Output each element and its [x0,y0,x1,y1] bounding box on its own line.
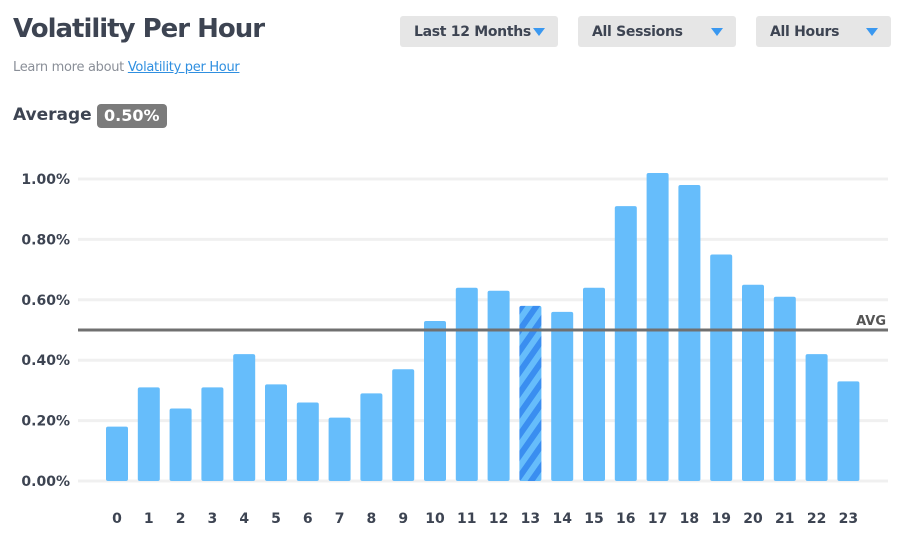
bar[interactable] [455,287,478,481]
x-tick-label: 6 [303,511,313,527]
bar[interactable] [773,296,796,481]
chevron-down-icon [866,28,878,36]
x-tick-label: 8 [367,511,377,527]
y-tick-label: 0.40% [21,353,70,369]
x-tick-label: 19 [711,511,730,527]
average-badge: 0.50% [97,104,167,128]
bar[interactable] [233,354,256,481]
y-tick-label: 1.00% [21,172,70,188]
bar[interactable] [296,402,319,481]
bar[interactable] [583,287,605,481]
x-tick-label: 18 [680,511,699,527]
x-tick-label: 13 [521,511,540,527]
bar[interactable] [742,284,764,481]
bar[interactable] [487,290,510,481]
bar[interactable] [265,384,287,481]
chevron-down-icon [533,28,545,36]
bar[interactable] [201,387,224,481]
chevron-down-icon [711,28,723,36]
learn-more-text: Learn more about Volatility per Hour [13,60,240,75]
x-tick-label: 15 [584,511,603,527]
y-tick-label: 0.80% [21,232,70,248]
learn-more-link[interactable]: Volatility per Hour [127,60,240,75]
x-tick-label: 10 [425,511,445,527]
bar[interactable] [328,417,351,481]
hours-dropdown-label: All Hours [770,23,840,40]
x-tick-label: 20 [743,511,763,527]
bar-highlighted[interactable] [519,305,542,481]
x-tick-label: 3 [208,511,218,527]
x-tick-label: 16 [616,511,635,527]
session-dropdown[interactable]: All Sessions [578,16,736,47]
bar[interactable] [169,408,192,481]
bar[interactable] [424,320,446,481]
x-tick-label: 4 [239,511,249,527]
bar[interactable] [614,206,637,481]
bar[interactable] [837,381,860,481]
bar[interactable] [106,426,128,481]
x-tick-label: 12 [489,511,508,527]
bar[interactable] [551,311,574,481]
bar[interactable] [392,369,415,481]
y-tick-label: 0.20% [21,414,70,430]
x-tick-label: 23 [839,511,858,527]
x-tick-label: 11 [457,511,476,527]
period-dropdown[interactable]: Last 12 Months [400,16,558,47]
x-tick-label: 2 [176,511,186,527]
x-tick-label: 22 [807,511,826,527]
bar[interactable] [137,387,160,481]
x-tick-label: 17 [648,511,667,527]
period-dropdown-label: Last 12 Months [414,23,531,40]
page-title: Volatility Per Hour [13,14,265,44]
session-dropdown-label: All Sessions [592,23,683,40]
x-tick-label: 5 [271,511,281,527]
x-tick-label: 21 [775,511,794,527]
average-label: Average [13,105,92,125]
x-tick-label: 14 [552,511,572,527]
bar[interactable] [805,354,828,481]
learn-more-prefix: Learn more about [13,60,124,75]
y-tick-label: 0.60% [21,293,70,309]
bar[interactable] [678,185,701,482]
x-tick-label: 1 [144,511,154,527]
x-tick-label: 0 [112,511,122,527]
hours-dropdown[interactable]: All Hours [756,16,891,47]
x-tick-label: 9 [398,511,408,527]
average-line-label: AVG [856,314,886,329]
x-tick-label: 7 [335,511,345,527]
bar[interactable] [710,254,733,482]
bar[interactable] [646,172,669,481]
y-tick-label: 0.00% [21,474,70,490]
bar[interactable] [360,393,383,481]
